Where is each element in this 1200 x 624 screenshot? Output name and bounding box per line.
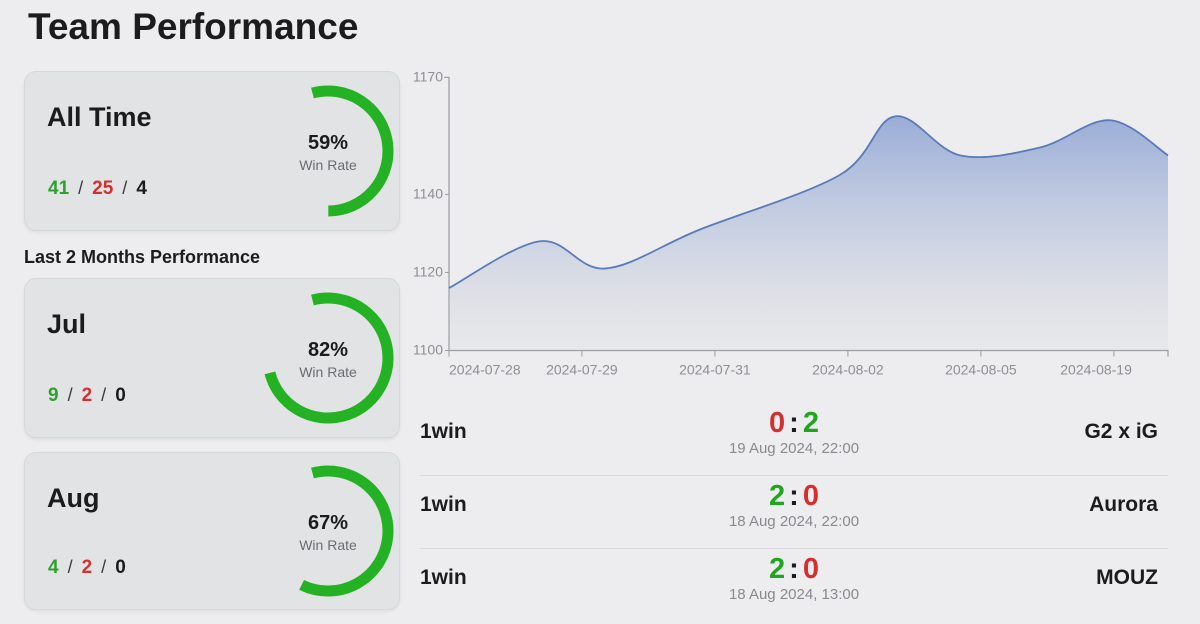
svg-text:1100: 1100 [413, 342, 443, 358]
svg-text:1140: 1140 [413, 185, 443, 201]
svg-text:1170: 1170 [413, 68, 443, 84]
svg-text:2024-08-05: 2024-08-05 [945, 362, 1017, 378]
svg-text:2024-07-29: 2024-07-29 [546, 362, 618, 378]
svg-text:2024-08-19: 2024-08-19 [1060, 362, 1132, 378]
svg-text:2024-08-02: 2024-08-02 [812, 362, 884, 378]
svg-text:1120: 1120 [413, 263, 443, 279]
svg-text:2024-07-28: 2024-07-28 [449, 362, 521, 378]
svg-text:2024-07-31: 2024-07-31 [679, 362, 751, 378]
